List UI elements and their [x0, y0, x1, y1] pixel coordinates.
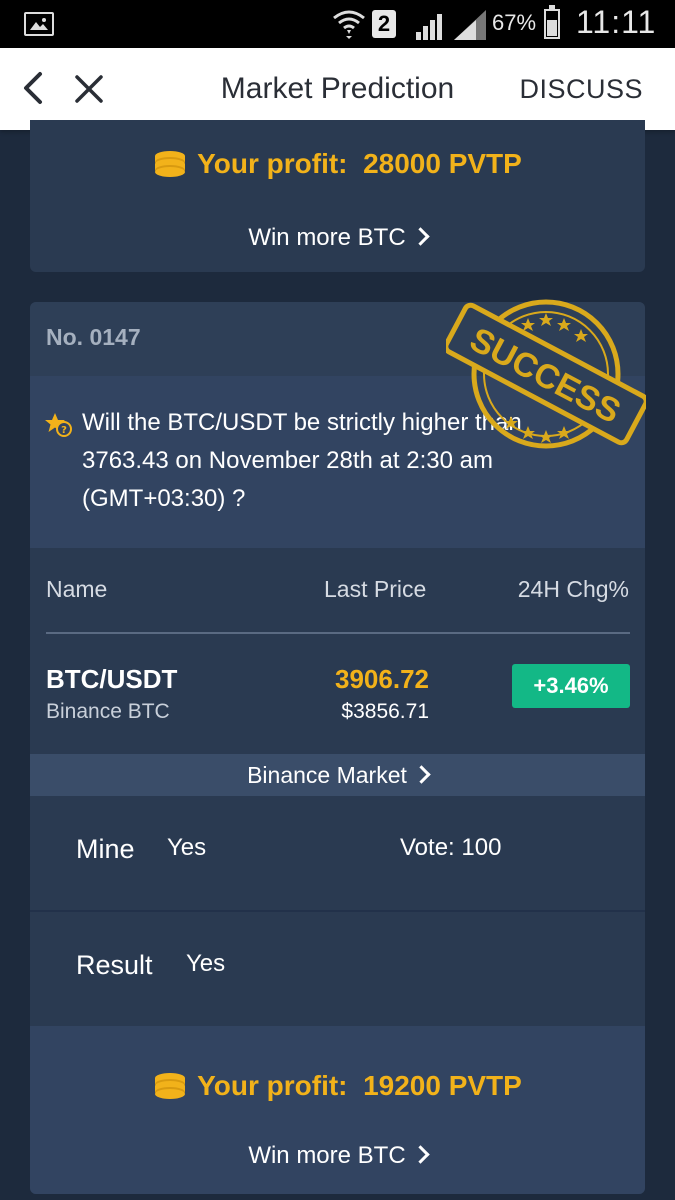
column-header-change: 24H Chg%	[517, 576, 629, 602]
binance-market-link[interactable]: Binance Market	[30, 754, 645, 796]
profit-label: Your profit:	[197, 1070, 348, 1101]
success-stamp: SUCCESS	[446, 299, 646, 449]
profit-section: Your profit: 19200 PVTP Win more BTC	[30, 1026, 645, 1194]
battery-percent: 67%	[492, 10, 537, 35]
market-table: Name Last Price 24H Chg% BTC/USDT Binanc…	[30, 548, 645, 754]
prediction-number: No. 0147	[46, 324, 141, 350]
binance-market-label: Binance Market	[247, 762, 407, 788]
question-section: ? Will the BTC/USDT be strictly higher t…	[30, 376, 645, 548]
mine-label: Mine	[76, 834, 135, 864]
exchange-name: Binance BTC	[46, 700, 170, 723]
discuss-button[interactable]: DISCUSS	[519, 74, 643, 104]
column-header-name: Name	[46, 576, 108, 602]
coins-icon	[155, 150, 186, 177]
win-more-btc-link[interactable]: Win more BTC	[30, 1142, 645, 1170]
battery-icon	[544, 5, 560, 39]
chevron-right-icon	[410, 227, 430, 246]
result-value: Yes	[186, 950, 226, 977]
gallery-notification-icon	[24, 12, 54, 36]
profit-summary: Your profit: 19200 PVTP	[30, 1070, 645, 1102]
profit-label: Your profit:	[197, 148, 348, 179]
prediction-question: Will the BTC/USDT be strictly higher tha…	[82, 409, 522, 512]
result-row: Result Yes	[30, 912, 645, 1026]
svg-text:?: ?	[61, 425, 67, 436]
sim-slot-badge: 2	[372, 10, 396, 38]
column-header-last-price: Last Price	[324, 576, 427, 602]
wifi-icon	[333, 10, 365, 39]
page-title: Market Prediction	[220, 72, 455, 105]
win-more-label: Win more BTC	[248, 1142, 406, 1169]
pair-name: BTC/USDT	[46, 664, 178, 694]
prediction-card: No. 0147 ? Will the BTC/USDT be strictly…	[30, 302, 645, 1194]
app-bar: Market Prediction DISCUSS	[0, 48, 675, 130]
win-more-btc-link[interactable]: Win more BTC	[30, 224, 645, 252]
close-icon[interactable]	[70, 70, 108, 108]
status-bar: 2 67% 11:11	[0, 0, 675, 48]
previous-prediction-card: Your profit: 28000 PVTP Win more BTC	[30, 120, 645, 272]
clock: 11:11	[576, 4, 657, 40]
coins-icon	[155, 1072, 186, 1099]
signal-icon	[416, 14, 442, 40]
mine-value: Yes	[167, 834, 207, 861]
profit-summary: Your profit: 28000 PVTP	[30, 148, 645, 180]
vote-count: Vote: 100	[400, 834, 502, 861]
mine-row: Mine Yes Vote: 100	[30, 796, 645, 912]
result-label: Result	[76, 950, 153, 980]
chevron-right-icon	[410, 1145, 430, 1164]
table-divider	[46, 632, 630, 634]
back-arrow-icon[interactable]	[14, 68, 54, 108]
signal-icon-secondary	[454, 10, 486, 40]
star-question-icon: ?	[45, 413, 72, 437]
chevron-right-icon	[412, 765, 431, 784]
usd-price: $3856.71	[341, 700, 429, 723]
profit-value: 28000 PVTP	[363, 148, 522, 179]
win-more-label: Win more BTC	[248, 224, 406, 251]
profit-value: 19200 PVTP	[363, 1070, 522, 1101]
change-badge: +3.46%	[512, 664, 630, 708]
last-price: 3906.72	[335, 664, 429, 694]
